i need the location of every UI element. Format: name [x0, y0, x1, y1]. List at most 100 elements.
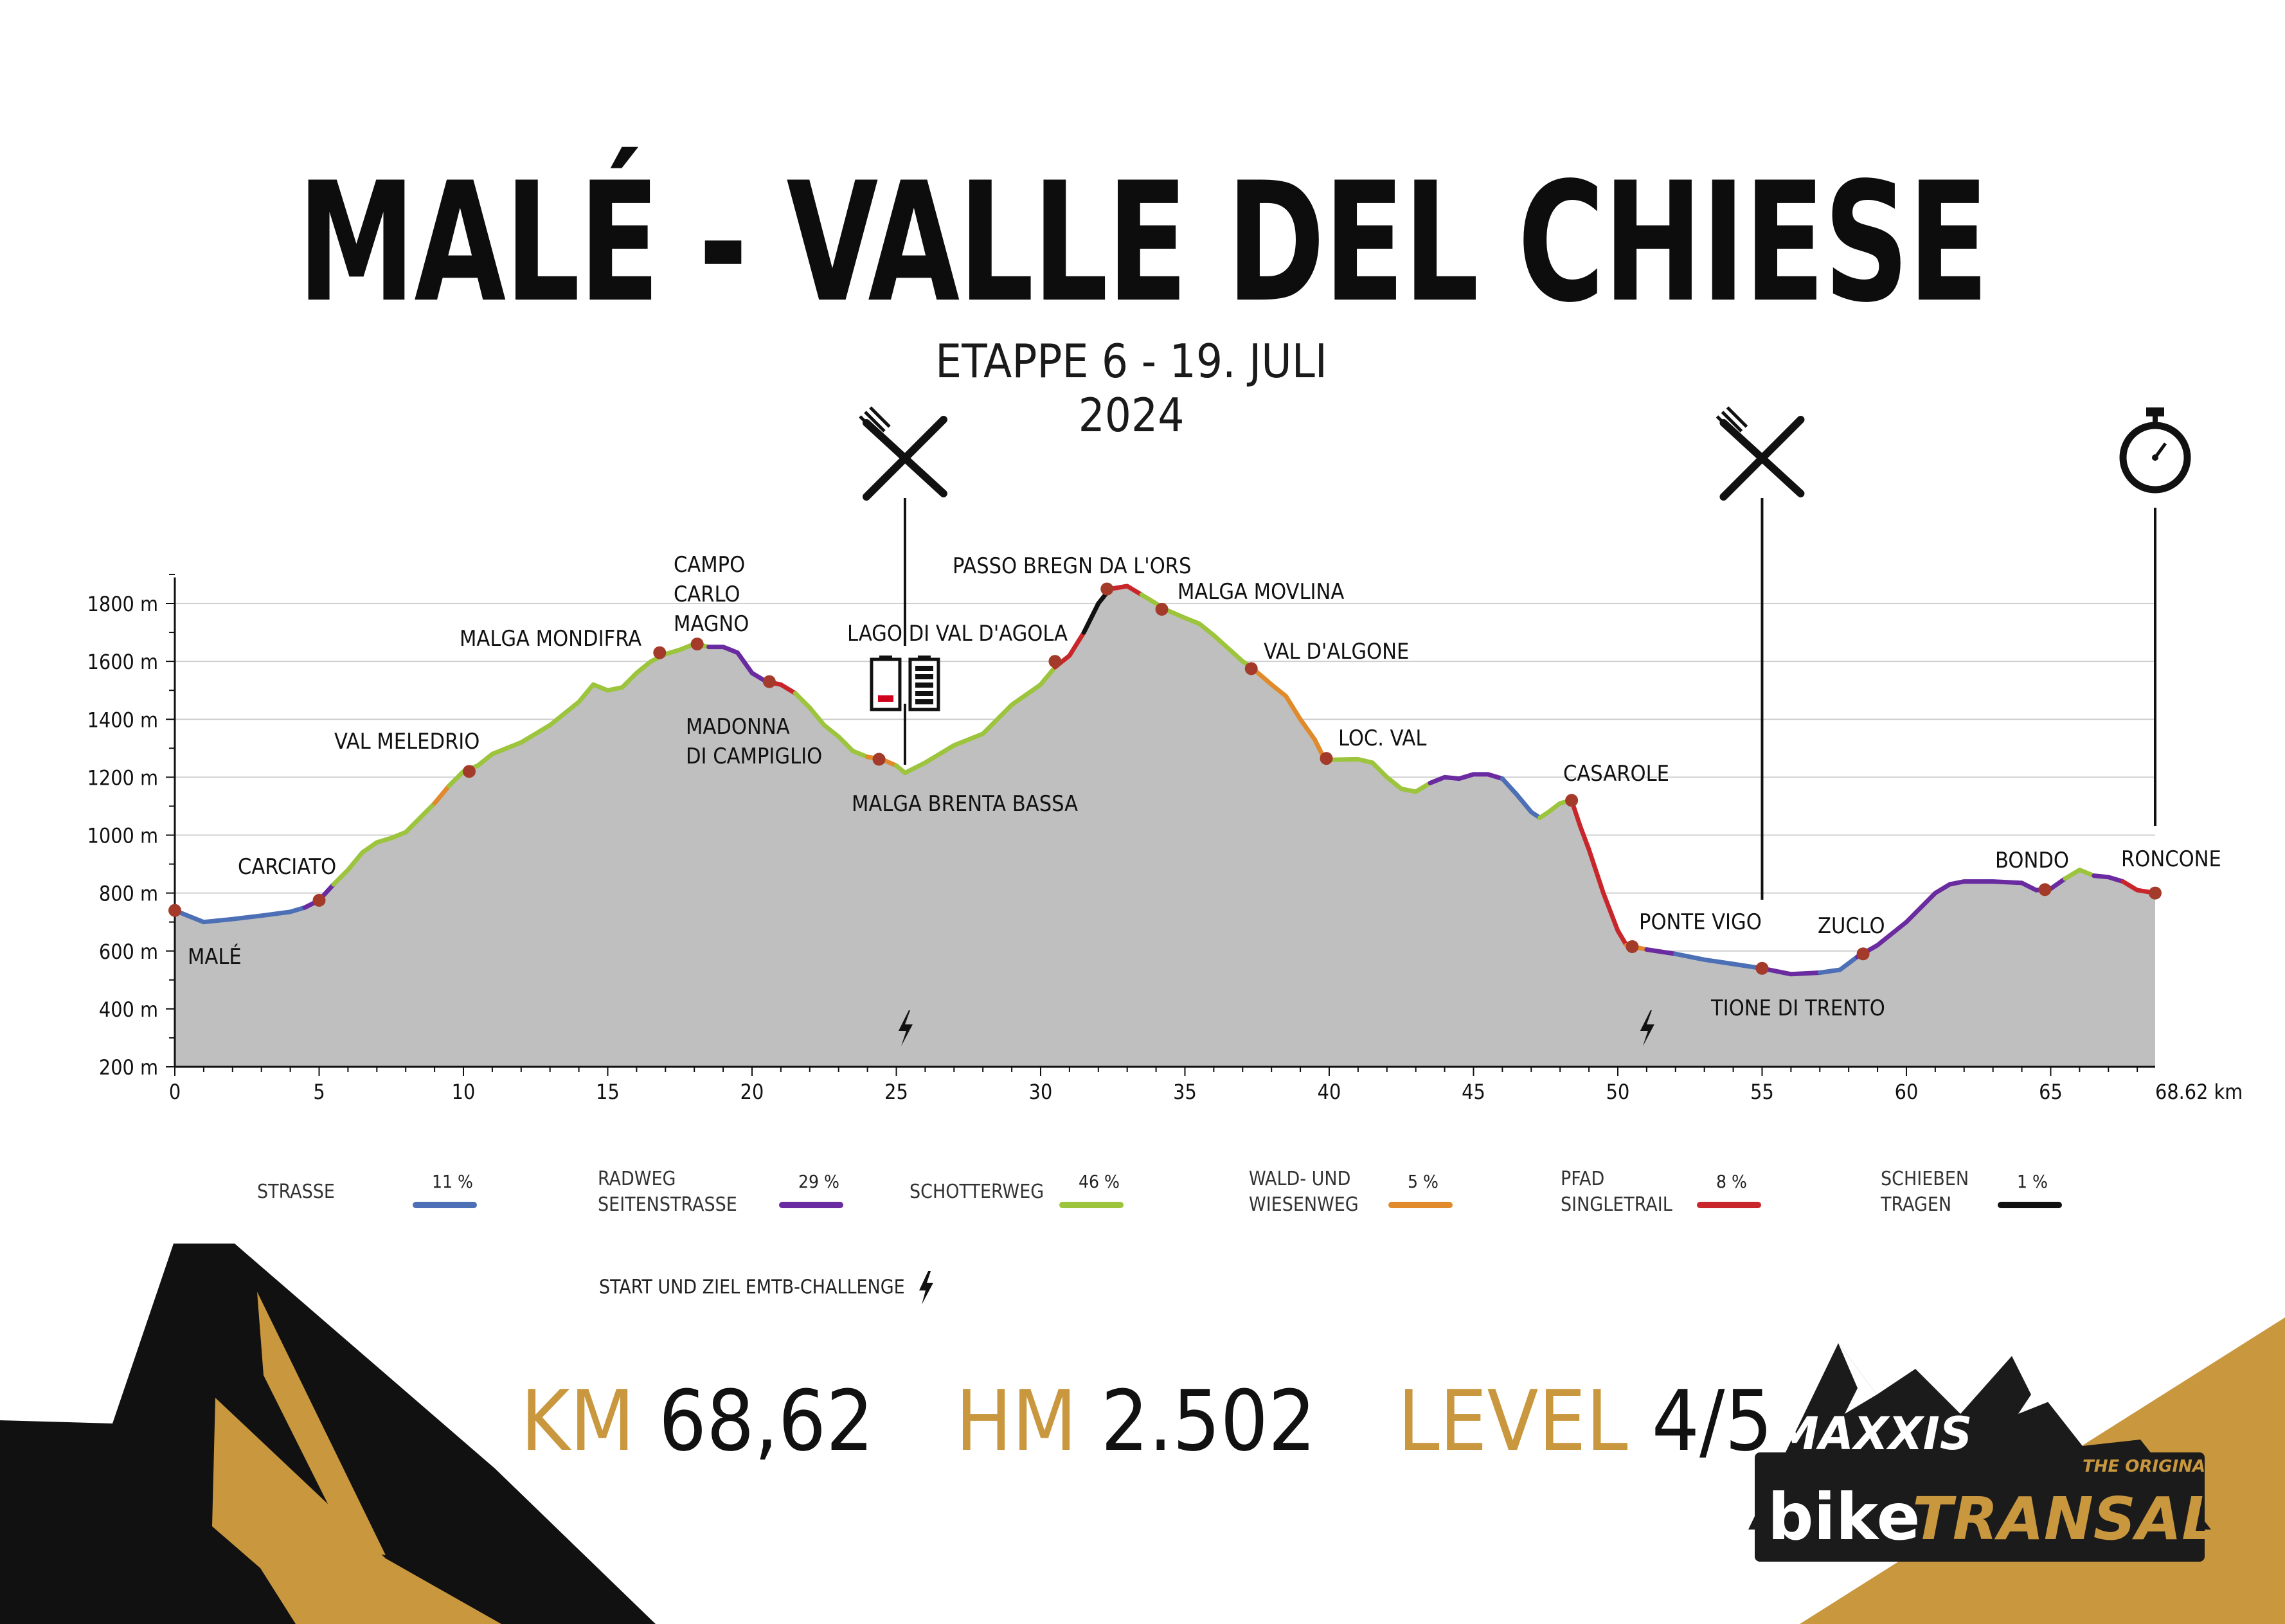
stopwatch-crown — [2146, 407, 2164, 416]
left-mountain-dark — [0, 1244, 656, 1624]
waypoint-dot — [1626, 940, 1639, 953]
surface-segment-3 — [432, 783, 451, 806]
legend-label-line: RADWEG — [598, 1168, 676, 1190]
surface-segment-16 — [1428, 772, 1505, 785]
surface-segment-21 — [1644, 947, 1678, 956]
x-tick-label: 10 — [452, 1080, 476, 1104]
emtb-challenge-legend: START UND ZIEL EMTB-CHALLENGE — [599, 1271, 936, 1305]
y-tick-label: 1800 m — [87, 592, 158, 616]
waypoint-dot — [168, 904, 181, 917]
fork-tines — [1716, 406, 1748, 437]
x-tick-label: 35 — [1173, 1080, 1197, 1104]
stage-subtitle: ETAPPE 6 - 19. JULI 2024 — [935, 334, 1327, 442]
x-tick-label: 65 — [2039, 1080, 2063, 1104]
page-title: MALÉ - VALLE DEL CHIESE — [297, 148, 1989, 339]
legend-label: RADWEG SEITENSTRASSE — [598, 1166, 737, 1218]
waypoint-label: LAGO DI VAL D'AGOLA — [847, 621, 1068, 647]
legend-label-line: SINGLETRAIL — [1561, 1193, 1672, 1216]
waypoint-dot — [1048, 655, 1062, 668]
battery-full-bar — [915, 683, 933, 688]
hm-label: HM — [955, 1372, 1077, 1470]
x-tick-label: 60 — [1895, 1080, 1919, 1104]
left-mountain-gold — [212, 1398, 501, 1624]
waypoint-label: TIONE DI TRENTO — [1710, 995, 1885, 1021]
legend-label-line: STRASSE — [257, 1181, 335, 1203]
legend-label: SCHOTTERWEG — [910, 1179, 1044, 1205]
waypoint-dot — [462, 765, 476, 778]
level-label: LEVEL — [1397, 1372, 1628, 1470]
surface-segment-15 — [1321, 754, 1433, 794]
surface-segment-25 — [1855, 876, 2068, 959]
waypoint-label: MADONNA DI CAMPIGLIO — [686, 714, 822, 769]
surface-segment-9 — [894, 665, 1057, 776]
stage-stats: KM 68,62 HM 2.502 LEVEL 4/5 — [521, 1372, 1831, 1470]
legend-label: STRASSE — [257, 1179, 335, 1205]
waypoint-dot — [1565, 794, 1579, 807]
logo-maxxis-text: MAXXIS — [1774, 1407, 1972, 1460]
waypoint-dot — [762, 675, 776, 688]
surface-segment-12 — [1107, 584, 1144, 597]
battery-full-bar — [915, 691, 933, 696]
legend-percentage: 8 % — [1716, 1171, 1747, 1192]
legend-label-line: PFAD — [1561, 1168, 1605, 1190]
waypoint-dot — [2149, 886, 2162, 900]
waypoint-label: LOC. VAL — [1338, 726, 1426, 751]
surface-segment-26 — [2063, 868, 2097, 881]
x-tick-label: 20 — [740, 1080, 764, 1104]
waypoint-label-line: MAGNO — [674, 611, 749, 637]
battery-full-bar — [915, 666, 933, 671]
x-tick-label: 25 — [884, 1080, 908, 1104]
waypoint-dot — [1155, 603, 1169, 616]
battery-full-bar — [915, 674, 933, 679]
y-tick-label: 800 m — [99, 882, 158, 906]
legend-label-line: SCHIEBEN — [1881, 1168, 1969, 1190]
surface-segment-7 — [793, 691, 870, 760]
legend-label-line: SCHOTTERWEG — [910, 1181, 1044, 1203]
logo-tagline-text: THE ORIGINAL — [2083, 1457, 2216, 1476]
waypoint-dot — [312, 893, 326, 907]
legend-percentage: 5 % — [1408, 1171, 1438, 1192]
surface-segment-27 — [2092, 873, 2126, 884]
left-mountain-gold-peak — [257, 1292, 386, 1555]
legend-label: SCHIEBEN TRAGEN — [1881, 1166, 1969, 1218]
y-tick-label: 200 m — [99, 1055, 158, 1080]
waypoint-label: RONCONE — [2121, 846, 2221, 872]
legend-label: PFAD SINGLETRAIL — [1561, 1166, 1672, 1218]
x-tick-label: 0 — [169, 1080, 181, 1104]
x-tick-label: 45 — [1462, 1080, 1485, 1104]
x-tick-label: 5 — [313, 1080, 325, 1104]
legend-swatch — [779, 1202, 843, 1208]
legend-percentage: 46 % — [1079, 1171, 1120, 1192]
logo-mountain-snow — [1838, 1343, 1877, 1414]
legend-percentage: 29 % — [798, 1171, 839, 1192]
maxxis-bike-transalp-logo: MAXXIS THE ORIGINAL bike TRANSALP — [1748, 1343, 2237, 1562]
waypoint-dot — [1244, 662, 1258, 675]
waypoint-dot — [872, 753, 886, 766]
waypoint-label: VAL MELEDRIO — [334, 729, 479, 754]
logo-bike-text: bike — [1768, 1479, 1921, 1555]
legend-swatch — [1697, 1202, 1761, 1208]
surface-segment-23 — [1760, 966, 1822, 977]
stopwatch-center — [2152, 454, 2158, 461]
surface-segment-17 — [1500, 776, 1543, 820]
waypoint-label: CAMPO CARLO MAGNO — [674, 552, 749, 637]
y-tick-label: 600 m — [99, 940, 158, 964]
x-tick-label: 15 — [596, 1080, 620, 1104]
surface-segment-2 — [331, 801, 437, 887]
y-tick-label: 1600 m — [87, 650, 158, 674]
x-tick-label: 55 — [1750, 1080, 1774, 1104]
emtb-challenge-label: START UND ZIEL EMTB-CHALLENGE — [599, 1276, 905, 1299]
waypoint-label-line: MADONNA — [686, 714, 790, 740]
waypoint-label-line: DI CAMPIGLIO — [686, 744, 822, 769]
legend-swatch — [1998, 1202, 2062, 1208]
legend-label-line: WIESENWEG — [1249, 1193, 1359, 1216]
waypoint-label: PASSO BREGN DA L'ORS — [953, 553, 1191, 579]
legend-swatch — [1388, 1202, 1453, 1208]
waypoint-dot — [690, 638, 704, 651]
km-label: KM — [521, 1372, 635, 1470]
x-tick-label: 40 — [1318, 1080, 1341, 1104]
waypoint-dot — [1856, 947, 1870, 961]
logo-lower-band — [1755, 1452, 2205, 1562]
battery-swap-icon — [870, 656, 940, 711]
waypoint-dot — [2038, 883, 2052, 897]
